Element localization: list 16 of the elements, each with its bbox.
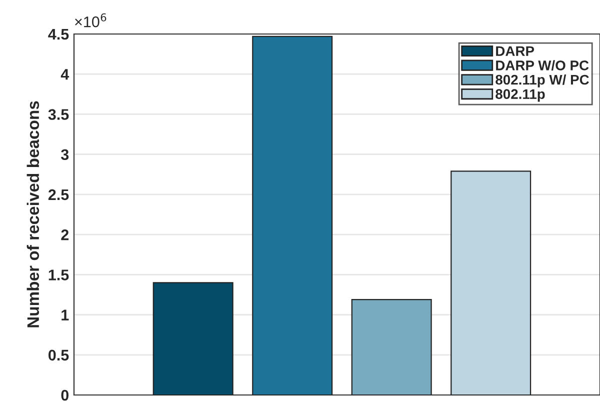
y-tick-label: 1.5 [48, 270, 69, 280]
y-tick-label: 1 [62, 310, 69, 320]
y-tick-label: 3.5 [48, 109, 69, 120]
y-tick-label: 4 [60, 69, 70, 80]
y-tick-label: 3 [60, 149, 69, 160]
legend-label: DARP [496, 46, 534, 56]
y-tick-label: 2.5 [48, 189, 69, 200]
y-axis-title: Number of received beacons [26, 101, 40, 328]
y-tick-label: 0.5 [48, 350, 69, 361]
text: ×10$^{6}$ [75, 13, 106, 28]
legend-label: DARP W/O PC [496, 60, 589, 70]
y-tick-label: 0 [61, 390, 69, 401]
y-tick-label: 2 [61, 229, 69, 240]
y-tick-label: 4.5 [48, 29, 69, 40]
legend-label: 802.11p W/ PC [496, 74, 589, 88]
legend-label: 802.11p [496, 89, 545, 102]
